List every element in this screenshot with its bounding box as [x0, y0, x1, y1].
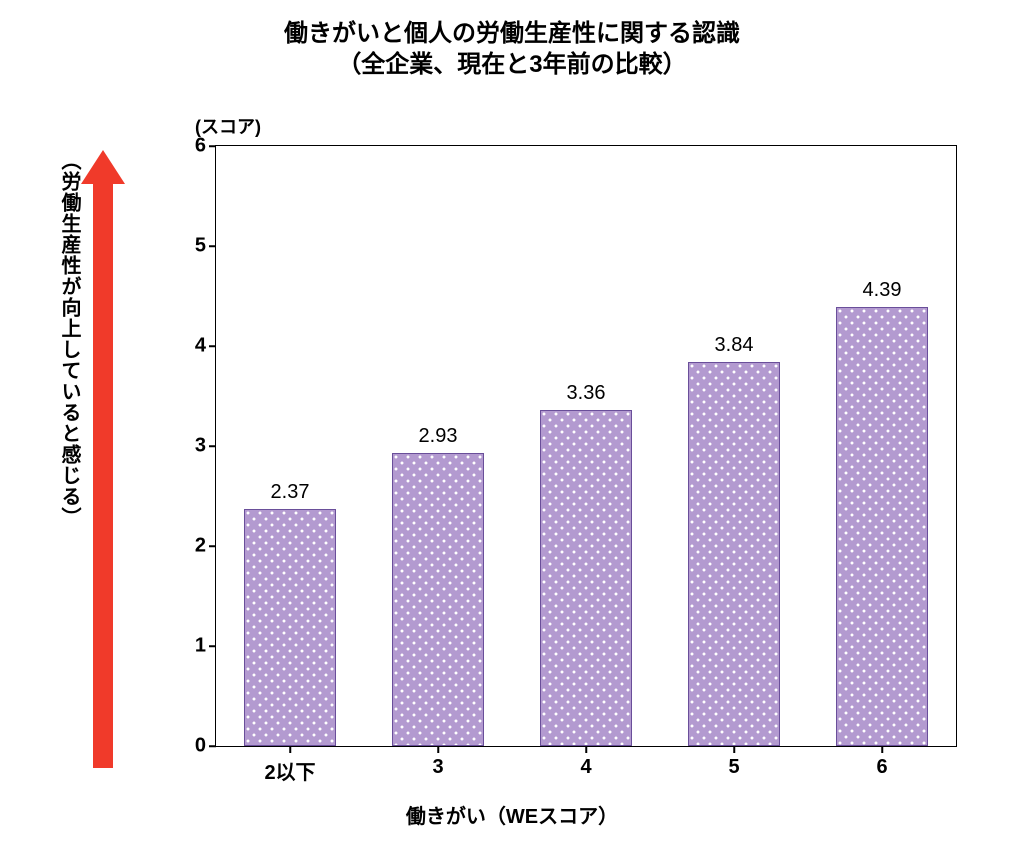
bar-pattern	[689, 363, 779, 745]
x-tick-label: 3	[432, 756, 443, 779]
y-side-label: （労働生産性が向上していると感じる）	[55, 150, 84, 528]
y-tick-mark	[209, 145, 216, 147]
bar-pattern	[837, 308, 927, 745]
x-tick-mark	[585, 746, 587, 753]
x-tick-label: 5	[728, 756, 739, 779]
x-tick-label: 2以下	[264, 756, 315, 785]
bar-pattern	[541, 411, 631, 745]
bar: 2.93	[392, 453, 484, 746]
plot-area: 01234562以下2.3732.9343.3653.8464.39	[215, 145, 957, 747]
y-tick-label: 0	[195, 735, 206, 758]
arrow-head	[81, 150, 125, 184]
y-tick-label: 4	[195, 335, 206, 358]
up-arrow-icon	[90, 150, 115, 768]
x-tick-mark	[437, 746, 439, 753]
y-tick-label: 2	[195, 535, 206, 558]
bar: 3.84	[688, 362, 780, 746]
y-tick-mark	[209, 545, 216, 547]
x-tick-mark	[289, 746, 291, 753]
y-tick-mark	[209, 245, 216, 247]
bar-value-label: 3.84	[715, 334, 754, 357]
bar: 2.37	[244, 509, 336, 746]
y-tick-mark	[209, 645, 216, 647]
y-arrow-column: （労働生産性が向上していると感じる）	[55, 150, 115, 768]
bar: 4.39	[836, 307, 928, 746]
x-tick-label: 6	[876, 756, 887, 779]
chart-title-line1: 働きがいと個人の労働生産性に関する認識	[284, 20, 740, 47]
bar-value-label: 2.37	[271, 481, 310, 504]
bar-value-label: 2.93	[419, 425, 458, 448]
y-tick-label: 3	[195, 435, 206, 458]
bar: 3.36	[540, 410, 632, 746]
chart-title: 働きがいと個人の労働生産性に関する認識 （全企業、現在と3年前の比較）	[0, 18, 1024, 80]
x-tick-mark	[881, 746, 883, 753]
y-tick-mark	[209, 345, 216, 347]
y-tick-label: 5	[195, 235, 206, 258]
arrow-shaft	[93, 182, 113, 768]
bar-value-label: 3.36	[567, 382, 606, 405]
bar-pattern	[393, 454, 483, 745]
chart-title-line2: （全企業、現在と3年前の比較）	[337, 51, 686, 78]
y-tick-mark	[209, 445, 216, 447]
x-tick-label: 4	[580, 756, 591, 779]
x-axis-label: 働きがい（WEスコア）	[0, 800, 1024, 829]
x-tick-mark	[733, 746, 735, 753]
y-tick-mark	[209, 745, 216, 747]
y-tick-label: 6	[195, 135, 206, 158]
bar-value-label: 4.39	[863, 279, 902, 302]
bar-pattern	[245, 510, 335, 745]
y-tick-label: 1	[195, 635, 206, 658]
chart-container: 働きがいと個人の労働生産性に関する認識 （全企業、現在と3年前の比較） （労働生…	[0, 0, 1024, 853]
